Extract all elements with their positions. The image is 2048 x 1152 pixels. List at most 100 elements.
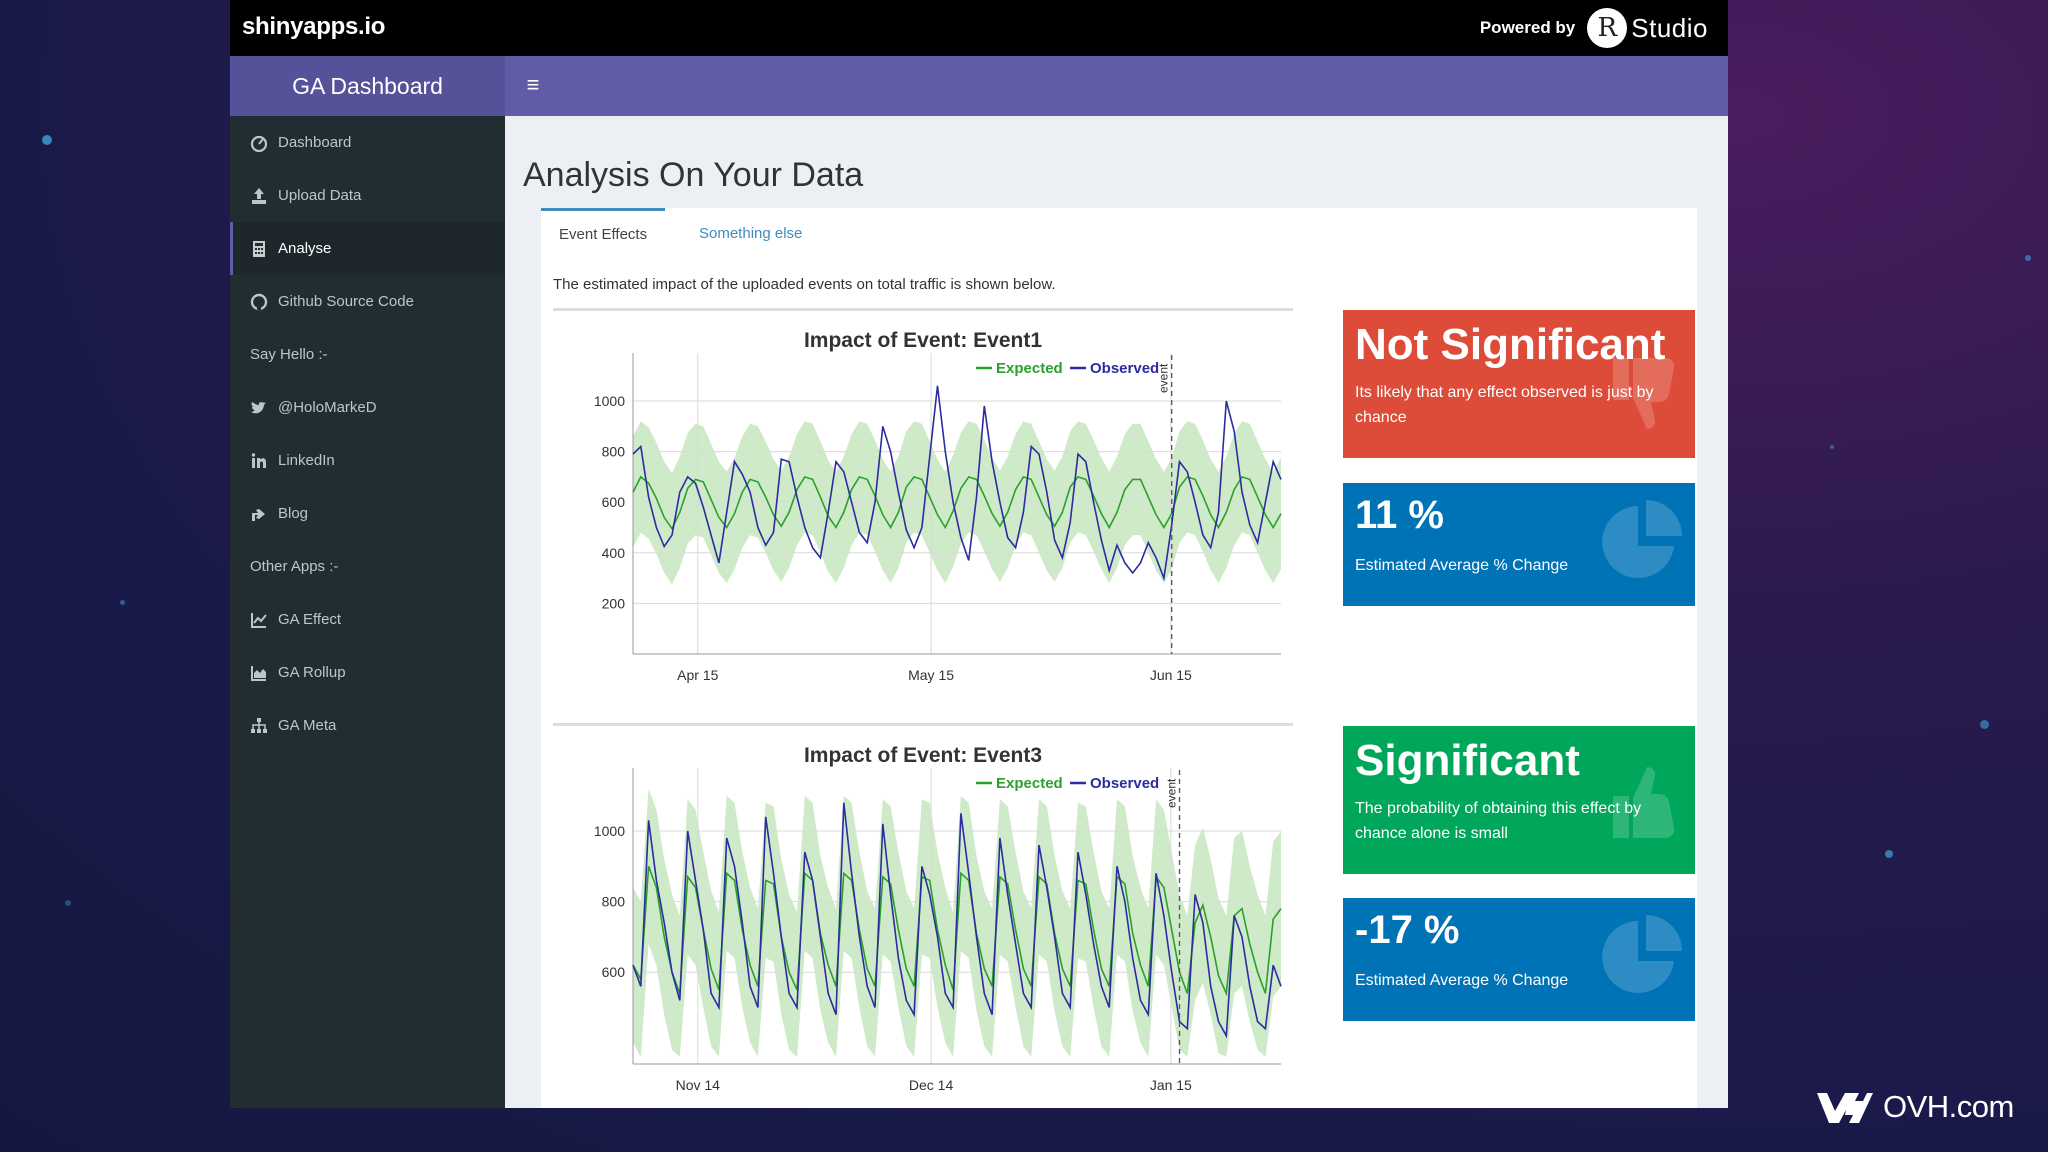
- significance-value: Significant: [1355, 736, 1580, 785]
- pie-chart-icon: [1602, 500, 1682, 578]
- sidebar-item-label: Upload Data: [278, 187, 362, 204]
- y-tick-label: 800: [602, 894, 626, 910]
- tab-event-effects[interactable]: Event Effects: [541, 208, 666, 258]
- background-dot: [2025, 255, 2031, 261]
- ovh-logo-icon: [1817, 1093, 1873, 1123]
- percent-change-box-event3: -17 % Estimated Average % Change: [1343, 898, 1695, 1021]
- significance-subtitle: Its likely that any effect observed is j…: [1355, 384, 1654, 426]
- upload-icon: [250, 187, 268, 205]
- background-dot: [1885, 850, 1893, 858]
- share-icon: [250, 505, 268, 523]
- thumbs-up-icon: [1613, 767, 1675, 838]
- legend-observed-label: Observed: [1090, 775, 1159, 792]
- r-letter: R: [1597, 13, 1618, 43]
- y-tick-label: 400: [602, 545, 626, 561]
- background-dot: [65, 900, 71, 906]
- sidebar-item-ga-meta[interactable]: GA Meta: [230, 699, 505, 752]
- percent-change-subtitle: Estimated Average % Change: [1355, 557, 1569, 574]
- pie-chart-icon: [1602, 915, 1682, 993]
- background-dot: [1980, 720, 1989, 729]
- sidebar-item-upload-data[interactable]: Upload Data: [230, 169, 505, 222]
- tab-box: Event Effects Something else The estimat…: [541, 208, 1697, 1108]
- tab-something-else[interactable]: Something else: [699, 224, 803, 242]
- legend-observed-label: Observed: [1090, 360, 1159, 377]
- sidebar-item-analyse[interactable]: Analyse: [230, 222, 505, 275]
- ovh-text: OVH.com: [1883, 1089, 2014, 1124]
- sidebar-toggle-button[interactable]: ≡: [520, 72, 546, 98]
- sidebar-item-blog[interactable]: Blog: [230, 487, 505, 540]
- sidebar-item-ga-effect[interactable]: GA Effect: [230, 593, 505, 646]
- calculator-icon: [250, 240, 268, 258]
- chart-title: Impact of Event: Event3: [804, 744, 1042, 767]
- sidebar-item-label: GA Effect: [278, 611, 342, 628]
- sidebar-item-label: @HoloMarkeD: [278, 399, 377, 416]
- observed-series-line: [632, 385, 1282, 582]
- main-content: Analysis On Your Data Event Effects Some…: [505, 116, 1728, 1108]
- chart-title: Impact of Event: Event1: [804, 329, 1042, 352]
- sidebar-section-header: Other Apps :-: [250, 558, 339, 575]
- x-tick-label: Apr 15: [677, 667, 718, 683]
- sidebar: Dashboard Upload Data Analyse Github Source…: [230, 116, 505, 1108]
- tab-description: The estimated impact of the uploaded eve…: [553, 276, 1056, 293]
- significance-subtitle: The probability of obtaining this effect…: [1355, 800, 1642, 842]
- confidence-band: [633, 421, 1281, 585]
- y-tick-label: 1000: [594, 393, 625, 409]
- github-icon: [250, 293, 268, 311]
- percent-change-box-event1: 11 % Estimated Average % Change: [1343, 483, 1695, 606]
- event1-chart-svg: 200 400 600 800 1000 Apr 15 May 15 Jun 15 event I…: [594, 329, 1282, 683]
- event-marker-label: event: [1157, 363, 1171, 393]
- dashboard-icon: [250, 134, 268, 152]
- sitemap-icon: [250, 717, 268, 735]
- hamburger-icon: ≡: [526, 72, 540, 97]
- significance-box-event3: Significant The probability of obtaining…: [1343, 726, 1695, 874]
- sidebar-item-linkedin[interactable]: LinkedIn: [230, 434, 505, 487]
- x-tick-label: Jan 15: [1150, 1077, 1192, 1093]
- event3-chart: 600 800 1000 Nov 14 Dec 14 Jan 15 event Impact …: [553, 723, 1293, 1108]
- y-tick-label: 600: [602, 494, 626, 510]
- percent-change-value: -17 %: [1355, 908, 1460, 952]
- background-dot: [120, 600, 125, 605]
- event1-chart: 200 400 600 800 1000 Apr 15 May 15 Jun 15 event I…: [553, 308, 1293, 701]
- sidebar-item-label: Github Source Code: [278, 293, 414, 310]
- sidebar-item-holomarked[interactable]: @HoloMarkeD: [230, 381, 505, 434]
- dashboard-title: GA Dashboard: [292, 72, 443, 99]
- y-tick-label: 600: [602, 964, 626, 980]
- linkedin-icon: [250, 452, 268, 470]
- sidebar-item-ga-rollup[interactable]: GA Rollup: [230, 646, 505, 699]
- y-tick-label: 800: [602, 444, 626, 460]
- y-tick-label: 1000: [594, 823, 625, 839]
- percent-change-subtitle: Estimated Average % Change: [1355, 972, 1569, 989]
- studio-label: Studio: [1631, 12, 1708, 43]
- powered-by-rstudio[interactable]: Powered by R Studio: [1480, 8, 1708, 48]
- y-tick-label: 200: [602, 595, 626, 611]
- line-chart-icon: [250, 611, 268, 629]
- ovh-watermark: OVH.com: [1815, 1087, 2014, 1127]
- shinyapps-topbar: shinyapps.io Powered by R Studio: [230, 0, 1728, 56]
- background-dot: [1830, 445, 1834, 449]
- sidebar-item-label: GA Rollup: [278, 664, 346, 681]
- significance-value: Not Significant: [1355, 320, 1666, 369]
- percent-change-value: 11 %: [1355, 493, 1444, 537]
- shinyapps-brand[interactable]: shinyapps.io: [242, 13, 386, 40]
- page-title: Analysis On Your Data: [523, 156, 864, 194]
- x-tick-label: Jun 15: [1150, 667, 1192, 683]
- dashboard-logo[interactable]: GA Dashboard: [230, 56, 505, 116]
- background-dot: [42, 135, 52, 145]
- legend-expected-label: Expected: [996, 360, 1063, 377]
- sidebar-item-dashboard[interactable]: Dashboard: [230, 116, 505, 169]
- expected-series-line: [632, 866, 1282, 997]
- r-logo-icon: R: [1587, 8, 1628, 48]
- x-tick-label: Nov 14: [676, 1077, 721, 1093]
- sidebar-section-header: Say Hello :-: [250, 346, 328, 363]
- sidebar-item-github-source-code[interactable]: Github Source Code: [230, 275, 505, 328]
- x-tick-label: May 15: [908, 667, 954, 683]
- powered-by-label: Powered by: [1479, 18, 1576, 37]
- event3-chart-svg: 600 800 1000 Nov 14 Dec 14 Jan 15 event Impact …: [594, 744, 1282, 1093]
- sidebar-item-label: Blog: [278, 505, 309, 522]
- sidebar-item-label: Dashboard: [278, 134, 352, 151]
- app-window: shinyapps.io Powered by R Studio GA Dash…: [230, 0, 1728, 1108]
- legend-expected-label: Expected: [996, 775, 1063, 792]
- area-chart-icon: [250, 664, 268, 682]
- event-marker-label: event: [1165, 778, 1179, 808]
- dashboard-header: GA Dashboard ≡: [230, 56, 1728, 116]
